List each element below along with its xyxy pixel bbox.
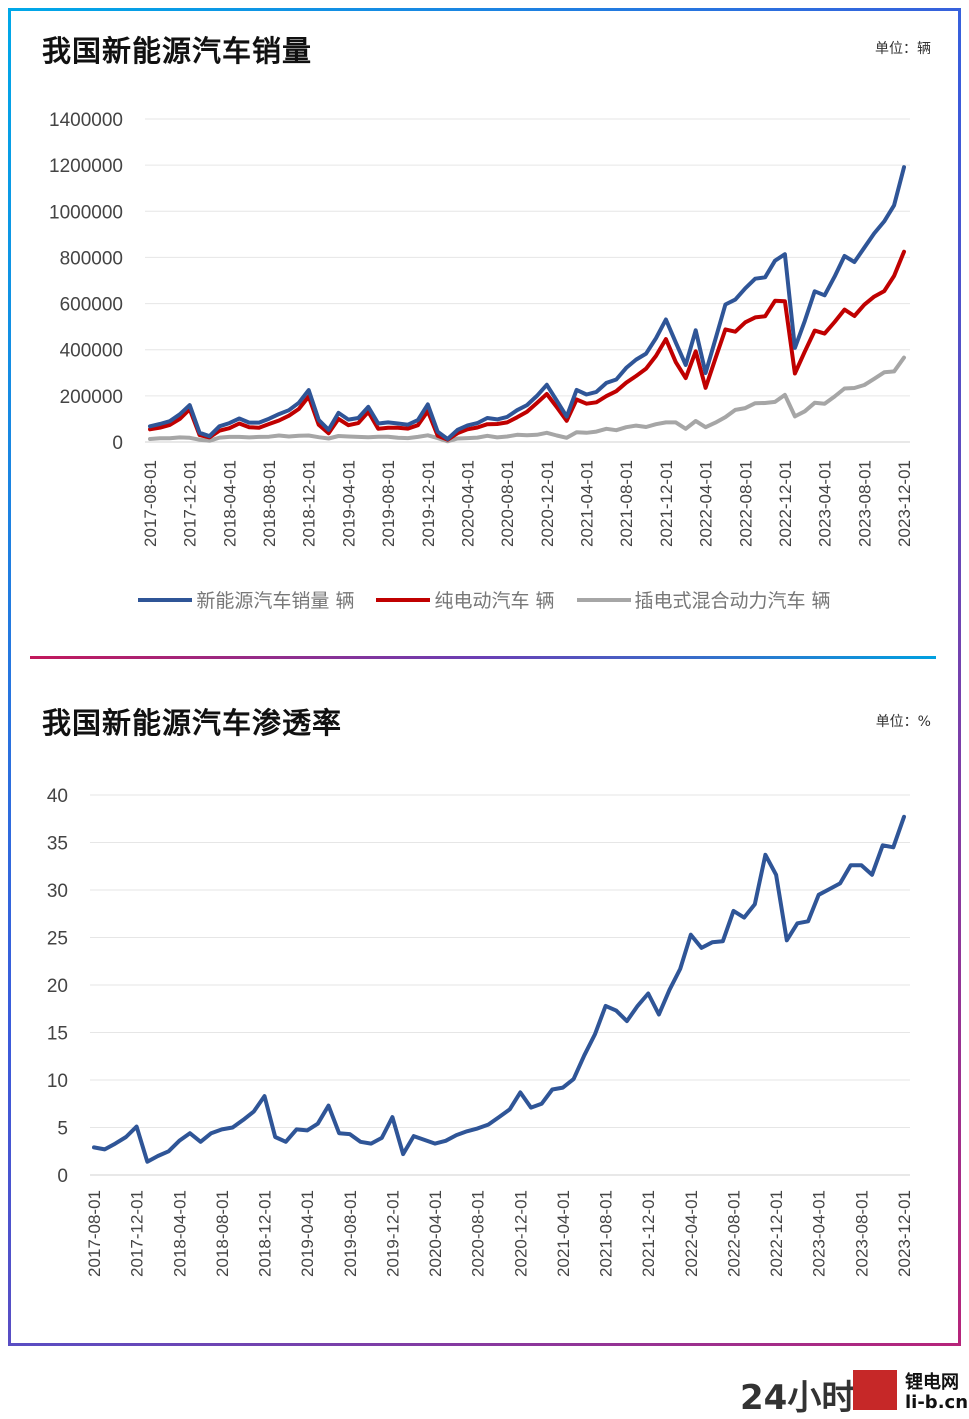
legend-swatch-total bbox=[138, 597, 193, 602]
y-tick-label: 1400000 bbox=[49, 110, 123, 131]
chart2-title: 我国新能源汽车渗透率 bbox=[42, 706, 343, 740]
series-line-1-2 bbox=[148, 355, 906, 444]
legend-swatch-bev bbox=[376, 597, 431, 602]
y-tick-label: 800000 bbox=[60, 248, 123, 269]
y-tick-label: 400000 bbox=[60, 341, 123, 362]
x-tick-label: 2022-12-01 bbox=[776, 460, 795, 547]
x-tick-label: 2019-12-01 bbox=[383, 1190, 402, 1277]
legend-label-total: 新能源汽车销量 辆 bbox=[196, 590, 355, 612]
x-tick-label: 2021-08-01 bbox=[617, 460, 636, 547]
watermark-site-cn: 锂电网 bbox=[905, 1372, 959, 1393]
x-tick-label: 2021-12-01 bbox=[657, 460, 676, 547]
series-line-1-1 bbox=[148, 249, 906, 442]
x-tick-label: 2018-12-01 bbox=[256, 1190, 275, 1277]
y-tick-label: 10 bbox=[47, 1071, 68, 1092]
y-tick-label: 20 bbox=[47, 976, 68, 997]
chart1-legend: 新能源汽车销量 辆 纯电动汽车 辆 插电式混合动力汽车 辆 bbox=[0, 586, 969, 613]
x-tick-label: 2022-12-01 bbox=[767, 1190, 786, 1277]
series-line-2-0 bbox=[92, 814, 906, 1164]
x-tick-label: 2018-04-01 bbox=[170, 1190, 189, 1277]
x-tick-label: 2023-08-01 bbox=[852, 1190, 871, 1277]
legend-swatch-phev bbox=[576, 597, 631, 602]
x-tick-label: 2019-12-01 bbox=[419, 460, 438, 547]
y-tick-label: 15 bbox=[47, 1024, 68, 1045]
legend-label-bev: 纯电动汽车 辆 bbox=[434, 590, 555, 612]
x-tick-label: 2019-08-01 bbox=[341, 1190, 360, 1277]
y-tick-label: 40 bbox=[47, 786, 68, 807]
chart-frame bbox=[8, 8, 961, 1346]
x-tick-label: 2021-08-01 bbox=[597, 1190, 616, 1277]
x-tick-label: 2018-04-01 bbox=[220, 460, 239, 547]
x-tick-label: 2021-04-01 bbox=[578, 460, 597, 547]
legend-item-total: 新能源汽车销量 辆 bbox=[138, 586, 354, 613]
section-divider bbox=[30, 656, 936, 659]
sales-line-chart: 0 200000 400000 600000 800000 1000000 1200000 1… bbox=[49, 110, 914, 547]
chart1-title: 我国新能源汽车销量 bbox=[42, 34, 313, 68]
watermark-logo-icon bbox=[853, 1370, 897, 1410]
series-line-1-0 bbox=[148, 165, 906, 441]
x-tick-label: 2019-08-01 bbox=[379, 460, 398, 547]
x-tick-label: 2020-12-01 bbox=[538, 460, 557, 547]
penetration-line-chart: 0 5 10 15 20 25 30 35 40 2017-08-01 2017-12-01 2018… bbox=[47, 786, 914, 1277]
x-tick-label: 2023-12-01 bbox=[895, 460, 914, 547]
chart1-unit: 单位：辆 bbox=[875, 41, 931, 57]
x-tick-label: 2021-04-01 bbox=[554, 1190, 573, 1277]
x-tick-label: 2020-12-01 bbox=[511, 1190, 530, 1277]
x-tick-label: 2020-04-01 bbox=[458, 460, 477, 547]
legend-label-phev: 插电式混合动力汽车 辆 bbox=[634, 590, 831, 612]
x-tick-label: 2017-12-01 bbox=[128, 1190, 147, 1277]
y-tick-label: 0 bbox=[112, 433, 123, 454]
x-tick-label: 2023-04-01 bbox=[810, 1190, 829, 1277]
x-tick-label: 2022-08-01 bbox=[724, 1190, 743, 1277]
x-tick-label: 2023-08-01 bbox=[855, 460, 874, 547]
x-tick-label: 2019-04-01 bbox=[339, 460, 358, 547]
x-tick-label: 2022-04-01 bbox=[697, 460, 716, 547]
x-tick-label: 2021-12-01 bbox=[639, 1190, 658, 1277]
x-tick-label: 2022-08-01 bbox=[736, 460, 755, 547]
x-tick-label: 2017-12-01 bbox=[181, 460, 200, 547]
legend-item-bev: 纯电动汽车 辆 bbox=[376, 586, 555, 613]
x-tick-label: 2020-08-01 bbox=[469, 1190, 488, 1277]
y-tick-label: 5 bbox=[57, 1119, 68, 1140]
x-tick-label: 2018-12-01 bbox=[300, 460, 319, 547]
x-tick-label: 2020-08-01 bbox=[498, 460, 517, 547]
x-tick-label: 2019-04-01 bbox=[298, 1190, 317, 1277]
y-tick-label: 1000000 bbox=[49, 202, 123, 223]
x-tick-label: 2017-08-01 bbox=[141, 460, 160, 547]
chart2-unit: 单位：% bbox=[875, 714, 931, 730]
legend-item-phev: 插电式混合动力汽车 辆 bbox=[576, 586, 831, 613]
y-tick-label: 25 bbox=[47, 929, 68, 950]
x-tick-label: 2018-08-01 bbox=[213, 1190, 232, 1277]
y-tick-label: 30 bbox=[47, 881, 68, 902]
watermark-site-url: li-b.cn bbox=[905, 1392, 969, 1413]
x-tick-label: 2022-04-01 bbox=[682, 1190, 701, 1277]
y-tick-label: 35 bbox=[47, 834, 68, 855]
x-tick-label: 2018-08-01 bbox=[260, 460, 279, 547]
y-tick-label: 600000 bbox=[60, 295, 123, 316]
y-tick-label: 1200000 bbox=[49, 156, 123, 177]
x-tick-label: 2017-08-01 bbox=[85, 1190, 104, 1277]
x-tick-label: 2023-12-01 bbox=[895, 1190, 914, 1277]
x-tick-label: 2020-04-01 bbox=[426, 1190, 445, 1277]
watermark-brand: 24小时 bbox=[740, 1378, 856, 1418]
y-tick-label: 200000 bbox=[60, 387, 123, 408]
y-tick-label: 0 bbox=[57, 1166, 68, 1187]
x-tick-label: 2023-04-01 bbox=[816, 460, 835, 547]
